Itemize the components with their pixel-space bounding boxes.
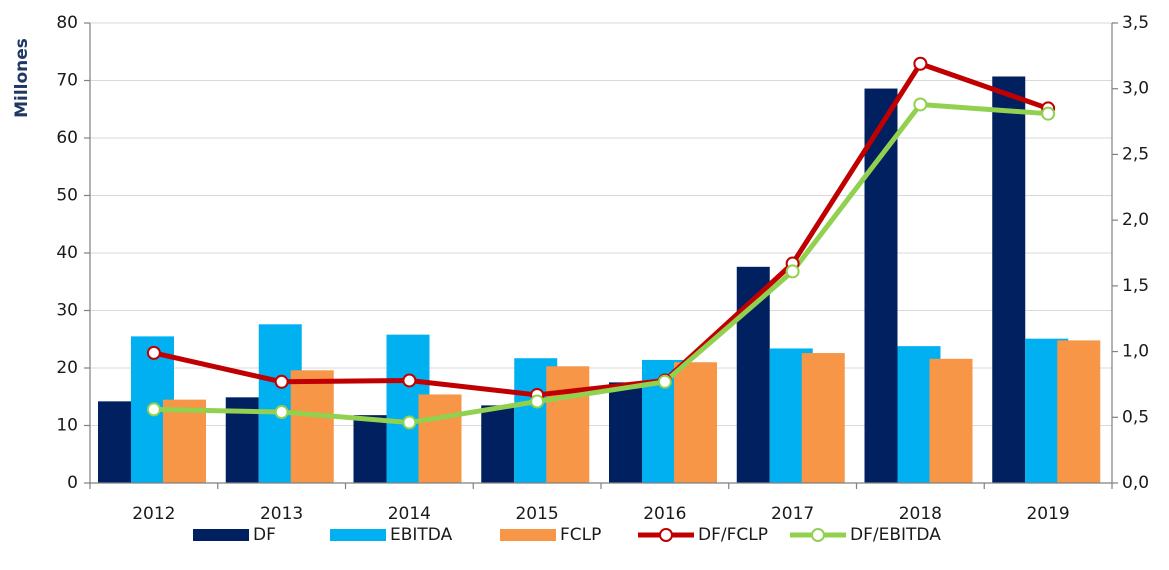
y2-tick-label: 1,0 <box>1122 342 1149 362</box>
bar <box>992 76 1026 483</box>
line-marker <box>657 374 672 389</box>
x-tick-label: 2013 <box>260 504 303 524</box>
y-axis-label: Millones <box>12 38 32 118</box>
legend-label: DF/FCLP <box>698 525 768 545</box>
x-tick-label: 2014 <box>388 504 431 524</box>
x-tick-label: 2018 <box>899 504 942 524</box>
x-tick-label: 2019 <box>1026 504 1069 524</box>
line-marker <box>785 264 800 279</box>
y-tick-label: 60 <box>56 128 78 148</box>
y2-tick-label: 3,0 <box>1122 79 1149 99</box>
legend-marker <box>659 528 673 542</box>
bar <box>163 399 206 483</box>
y-tick-label: 70 <box>56 71 78 91</box>
bar <box>929 358 973 483</box>
bar <box>353 415 387 483</box>
y-tick-label: 20 <box>56 358 78 378</box>
line-marker <box>402 373 417 388</box>
bar <box>98 401 131 483</box>
x-tick-label: 2015 <box>515 504 558 524</box>
line-marker <box>274 374 289 389</box>
y2-tick-label: 2,0 <box>1122 210 1149 230</box>
bar <box>546 366 590 483</box>
line-marker <box>274 405 289 420</box>
y2-tick-label: 3,5 <box>1122 13 1149 33</box>
legend-swatch <box>193 529 249 541</box>
bar <box>481 405 515 483</box>
x-tick-label: 2017 <box>771 504 814 524</box>
line-marker <box>146 402 161 417</box>
y2-tick-label: 2,5 <box>1122 144 1149 164</box>
y-tick-label: 10 <box>56 416 78 436</box>
legend-swatch <box>330 529 386 541</box>
legend-label: DF/EBITDA <box>850 525 941 545</box>
line-marker <box>146 345 161 360</box>
line-marker <box>530 394 545 409</box>
bar <box>609 382 642 483</box>
legend-label: FCLP <box>560 525 601 545</box>
line-marker <box>913 56 928 71</box>
line <box>153 101 1049 426</box>
x-tick-label: 2016 <box>643 504 686 524</box>
bar <box>290 370 334 483</box>
line-marker <box>913 97 928 112</box>
y-tick-label: 40 <box>56 243 78 263</box>
y2-tick-label: 0,0 <box>1122 473 1149 493</box>
bar <box>1057 340 1101 483</box>
line-marker <box>1041 106 1056 121</box>
line <box>153 61 1049 398</box>
y-tick-label: 0 <box>67 473 78 493</box>
bar <box>418 394 462 483</box>
x-tick-label: 2012 <box>132 504 175 524</box>
bar <box>801 353 845 483</box>
y2-tick-label: 0,5 <box>1122 407 1149 427</box>
y-tick-label: 30 <box>56 301 78 321</box>
legend-label: DF <box>253 525 276 545</box>
bar <box>674 362 717 483</box>
y-tick-label: 50 <box>56 186 78 206</box>
y-tick-label: 80 <box>56 13 78 33</box>
legend-swatch <box>500 529 556 541</box>
legend-label: EBITDA <box>390 525 453 545</box>
line-marker <box>402 415 417 430</box>
legend-marker <box>811 528 825 542</box>
y2-tick-label: 1,5 <box>1122 276 1149 296</box>
